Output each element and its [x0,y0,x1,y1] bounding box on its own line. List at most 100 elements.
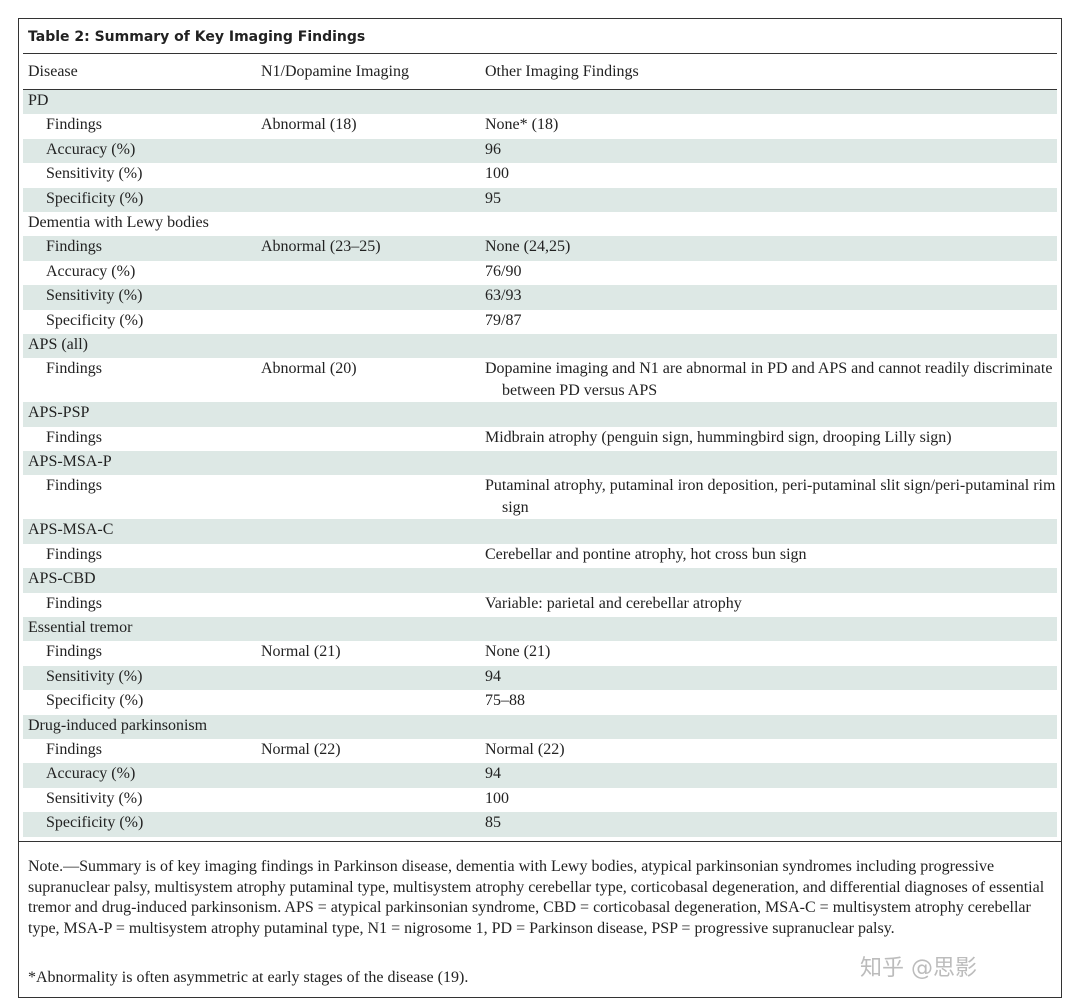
group-label: PD [23,89,1057,115]
table-row: Findings Putaminal atrophy, putaminal iro… [23,475,1057,519]
other-cell: Cerebellar and pontine atrophy, hot cros… [485,545,807,563]
table-row: Sensitivity (%) 63/93 [23,285,1057,310]
other-cell: 96 [480,138,1057,164]
n1-cell: Abnormal (23–25) [256,236,480,261]
row-label: Sensitivity (%) [23,285,256,310]
table-row: Findings Midbrain atrophy (penguin sign, … [23,427,1057,451]
group-label: Drug-induced parkinsonism [23,714,1057,739]
row-label: Specificity (%) [46,692,144,710]
other-cell: 100 [485,165,509,183]
row-label: Findings [23,236,256,261]
empty-cell [256,544,480,568]
note: Note.—Summary is of key imaging findings… [28,858,1045,937]
other-cell: 79/87 [485,311,522,329]
row-label: Accuracy (%) [23,138,256,164]
row-label: Sensitivity (%) [46,789,143,807]
empty-cell [256,163,480,187]
other-cell: 95 [480,187,1057,212]
group-label: APS-PSP [23,402,1057,427]
other-cell: 63/93 [480,285,1057,310]
row-label: Findings [46,594,103,612]
table-row: Findings Normal (22) Normal (22) [23,739,1057,763]
empty-cell [256,427,480,451]
empty-cell [256,285,480,310]
n1-cell: Abnormal (20) [261,360,357,378]
table-row: Sensitivity (%) 94 [23,665,1057,691]
other-cell: 94 [480,665,1057,691]
table-row: Findings Abnormal (18) None* (18) [23,114,1057,138]
row-label: Specificity (%) [23,812,256,837]
footnote: *Abnormality is often asymmetric at earl… [28,969,469,986]
other-cell: None (24,25) [480,236,1057,261]
n1-cell: Normal (21) [261,643,341,661]
table: Disease N1/Dopamine Imaging Other Imagin… [23,53,1057,837]
table-row: Specificity (%) 79/87 [23,310,1057,334]
table-row: Drug-induced parkinsonism [23,714,1057,739]
group-label: Dementia with Lewy bodies [28,213,209,231]
row-label: Specificity (%) [46,311,144,329]
table-row: Findings Variable: parietal and cerebella… [23,593,1057,617]
row-label: Findings [46,428,103,446]
other-cell: 100 [485,789,509,807]
row-label: Accuracy (%) [23,763,256,788]
empty-cell [256,138,480,164]
group-label: APS-CBD [23,568,1057,593]
row-label: Findings [46,643,103,661]
empty-cell [256,593,480,617]
header-cell: N1/Dopamine Imaging [256,53,480,90]
row-label: Sensitivity (%) [46,165,143,183]
empty-cell [256,788,480,812]
header-cell: Disease [23,53,256,90]
table-row: Sensitivity (%) 100 [23,163,1057,187]
empty-cell [256,690,480,714]
table-row: Findings Cerebellar and pontine atrophy, … [23,544,1057,568]
table-row: APS-MSA-P [23,451,1057,476]
n1-cell: Normal (22) [261,740,341,758]
empty-cell [256,665,480,691]
table-row: Specificity (%) 85 [23,812,1057,837]
row-label: Findings [46,740,103,758]
table-row: Dementia with Lewy bodies [23,212,1057,236]
empty-cell [256,261,480,285]
empty-cell [256,187,480,212]
header-cell: Other Imaging Findings [480,53,1057,90]
group-label: APS (all) [23,333,1057,359]
other-cell: 75–88 [485,692,525,710]
table-row: Sensitivity (%) 100 [23,788,1057,812]
rule [19,841,1061,842]
row-label: Accuracy (%) [46,262,136,280]
table-row: APS-PSP [23,402,1057,427]
table-row: Findings Abnormal (23–25) None (24,25) [23,236,1057,261]
table-row: PD [23,89,1057,115]
table-row: Accuracy (%) 94 [23,763,1057,788]
row-label: Specificity (%) [23,187,256,212]
group-label: APS-MSA-C [23,519,1057,544]
table-row: Accuracy (%) 96 [23,138,1057,164]
row-label: Findings [46,116,103,134]
other-cell: None (21) [485,643,551,661]
other-cell: 94 [480,763,1057,788]
group-label: Essential tremor [23,617,1057,642]
table-row: APS (all) [23,333,1057,359]
table-row: Specificity (%) 75–88 [23,690,1057,714]
empty-cell [256,475,480,519]
other-cell: Midbrain atrophy (penguin sign, hummingb… [485,428,952,446]
row-label: Sensitivity (%) [23,665,256,691]
other-cell: Dopamine imaging and N1 are abnormal in … [485,360,1053,400]
other-cell: 76/90 [485,262,522,280]
row-label: Findings [46,545,103,563]
empty-cell [256,310,480,334]
table-frame: Table 2: Summary of Key Imaging Findings… [18,18,1062,998]
empty-cell [256,763,480,788]
header-row: Disease N1/Dopamine Imaging Other Imagin… [23,53,1057,90]
row-label: Findings [46,477,103,495]
other-cell: Variable: parietal and cerebellar atroph… [485,594,742,612]
table-row: APS-CBD [23,568,1057,593]
other-cell: None* (18) [485,116,559,134]
table-row: Essential tremor [23,617,1057,642]
table-row: Accuracy (%) 76/90 [23,261,1057,285]
table-row: Specificity (%) 95 [23,187,1057,212]
other-cell: Normal (22) [485,740,565,758]
table-row: Findings Normal (21) None (21) [23,641,1057,665]
